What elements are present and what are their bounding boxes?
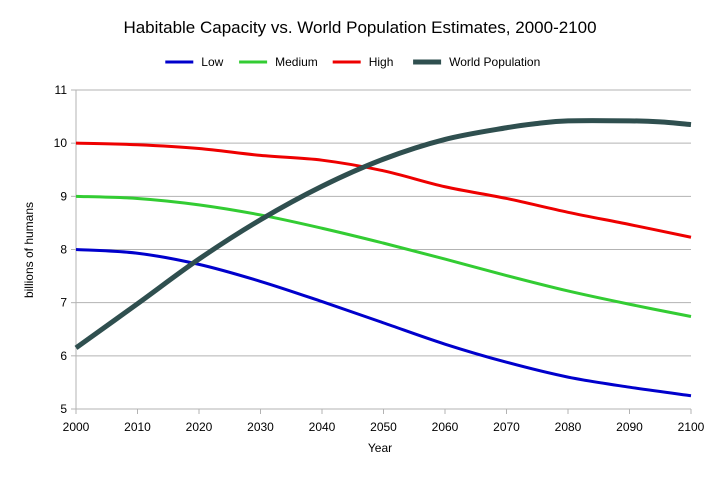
series-line-world-population: [74, 118, 692, 350]
x-tick-label: 2030: [247, 420, 274, 434]
y-tick-label: 8: [60, 243, 67, 257]
y-tick-label: 6: [60, 349, 67, 363]
legend-item-medium: Medium: [239, 55, 318, 69]
x-tick-label: 2090: [616, 420, 643, 434]
y-tick-label: 5: [60, 402, 67, 416]
x-tick-label: 2040: [309, 420, 336, 434]
x-tick-label: 2020: [186, 420, 213, 434]
x-tick-label: 2070: [493, 420, 520, 434]
legend-item-high: High: [332, 55, 394, 69]
legend-item-low: Low: [165, 55, 224, 69]
x-tick-label: 2080: [555, 420, 582, 434]
x-axis-label: Year: [368, 441, 392, 455]
axes: [71, 89, 692, 414]
y-axis-label: billions of humans: [22, 202, 36, 298]
y-tick-label: 11: [55, 83, 68, 97]
tick-labels: 5 6 7 8 9 10 11 2000 2010 2020 2030 2040 2050 2060 207…: [54, 83, 705, 434]
series-lines: [74, 118, 692, 398]
legend-label-medium: Medium: [275, 55, 318, 69]
series-line-high: [75, 141, 692, 239]
series-line-low: [75, 248, 692, 398]
y-tick-label: 10: [54, 136, 68, 150]
x-tick-label: 2100: [678, 420, 705, 434]
x-tick-label: 2010: [124, 420, 151, 434]
x-tick-label: 2050: [370, 420, 397, 434]
chart-title: Habitable Capacity vs. World Population …: [123, 18, 597, 37]
series-line-medium: [75, 194, 692, 318]
legend-label-low: Low: [201, 55, 223, 69]
y-tick-label: 7: [60, 296, 67, 310]
x-tick-label: 2000: [63, 420, 90, 434]
legend-label-world-population: World Population: [449, 55, 540, 69]
x-tick-label: 2060: [432, 420, 459, 434]
y-tick-label: 9: [60, 189, 67, 203]
legend-item-world-population: World Population: [413, 55, 540, 69]
grid-lines: [76, 89, 691, 410]
legend-label-high: High: [369, 55, 394, 69]
legend: Low Medium High World Population: [165, 55, 540, 69]
